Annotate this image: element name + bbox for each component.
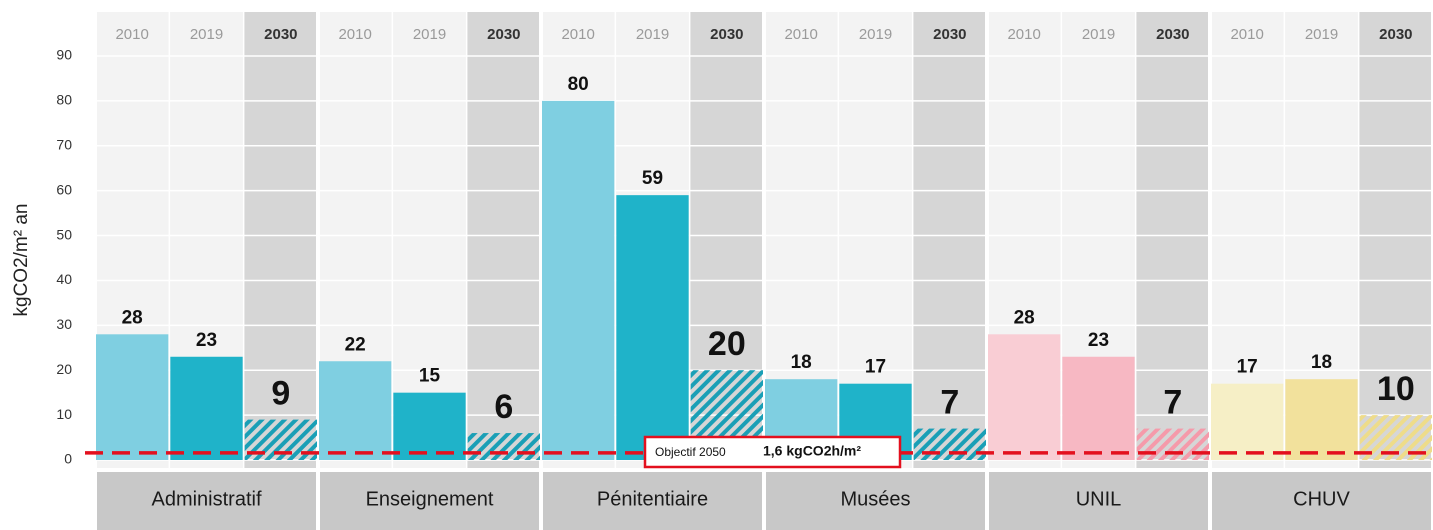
- y-tick-label: 40: [56, 271, 72, 287]
- year-label: 2010: [115, 26, 148, 43]
- category-band: [320, 472, 539, 530]
- value-label: 7: [940, 384, 959, 422]
- bar: [1136, 428, 1209, 460]
- y-tick-label: 60: [56, 181, 72, 197]
- bar: [1062, 356, 1135, 460]
- y-tick-label: 30: [56, 316, 72, 332]
- value-label: 17: [865, 357, 886, 378]
- year-label: 2019: [859, 26, 892, 43]
- value-label: 20: [708, 325, 746, 363]
- target-box: [643, 435, 902, 469]
- year-label: 2019: [1082, 26, 1115, 43]
- highlight-column: [243, 12, 318, 468]
- bar: [913, 428, 986, 460]
- y-tick-label: 50: [56, 226, 72, 242]
- value-label: 9: [271, 375, 290, 413]
- value-label: 59: [642, 168, 663, 189]
- year-label: 2030: [710, 26, 743, 43]
- target-value-label: 1,6 kgCO2h/m²: [763, 443, 861, 459]
- year-label: 2010: [1007, 26, 1040, 43]
- bar: [393, 392, 466, 460]
- x-tick-label: Enseignement: [366, 488, 494, 510]
- value-label: 15: [419, 366, 441, 387]
- category-band: [766, 472, 985, 530]
- x-tick-label: Musées: [840, 488, 910, 510]
- y-tick-label: 20: [56, 361, 72, 377]
- value-label: 28: [1014, 307, 1035, 328]
- highlight-column: [1135, 12, 1210, 468]
- value-label: 28: [122, 307, 143, 328]
- y-axis-label: kgCO2/m² an: [11, 204, 32, 317]
- target-label: Objectif 2050: [655, 445, 726, 459]
- bar: [467, 433, 540, 460]
- bar: [1211, 383, 1284, 460]
- bar: [319, 361, 392, 460]
- year-label: 2010: [561, 26, 594, 43]
- highlight-column: [1358, 12, 1433, 468]
- y-tick-label: 0: [64, 451, 72, 467]
- x-tick-label: CHUV: [1293, 488, 1350, 510]
- year-label: 2010: [1230, 26, 1263, 43]
- value-label: 10: [1377, 370, 1415, 408]
- value-label: 80: [568, 74, 589, 95]
- value-label: 23: [196, 330, 217, 351]
- year-label: 2030: [264, 26, 297, 43]
- year-label: 2010: [784, 26, 817, 43]
- bar: [616, 195, 689, 460]
- value-label: 7: [1163, 384, 1182, 422]
- year-label: 2019: [636, 26, 669, 43]
- category-band: [543, 472, 762, 530]
- x-tick-label: UNIL: [1076, 488, 1122, 510]
- bar: [542, 100, 615, 460]
- y-tick-label: 90: [56, 47, 72, 63]
- value-label: 18: [1311, 352, 1332, 373]
- y-tick-label: 10: [56, 406, 72, 422]
- year-label: 2019: [190, 26, 223, 43]
- year-label: 2030: [933, 26, 966, 43]
- year-label: 2010: [338, 26, 371, 43]
- bar: [988, 334, 1061, 460]
- category-band: [989, 472, 1208, 530]
- y-tick-label: 70: [56, 136, 72, 152]
- value-label: 22: [345, 334, 366, 355]
- value-label: 6: [494, 388, 513, 426]
- bar: [1285, 379, 1358, 460]
- value-label: 23: [1088, 330, 1109, 351]
- highlight-column: [912, 12, 987, 468]
- year-label: 2019: [1305, 26, 1338, 43]
- bar: [96, 334, 169, 460]
- category-band: [1212, 472, 1431, 530]
- y-tick-label: 80: [56, 92, 72, 108]
- bar: [170, 356, 243, 460]
- year-label: 2019: [413, 26, 446, 43]
- year-label: 2030: [1379, 26, 1412, 43]
- value-label: 18: [791, 352, 812, 373]
- value-label: 17: [1237, 357, 1258, 378]
- year-label: 2030: [1156, 26, 1189, 43]
- x-tick-label: Pénitentiaire: [597, 488, 708, 510]
- category-band: [97, 472, 316, 530]
- x-tick-label: Administratif: [151, 488, 261, 510]
- highlight-column: [466, 12, 541, 468]
- year-label: 2030: [487, 26, 520, 43]
